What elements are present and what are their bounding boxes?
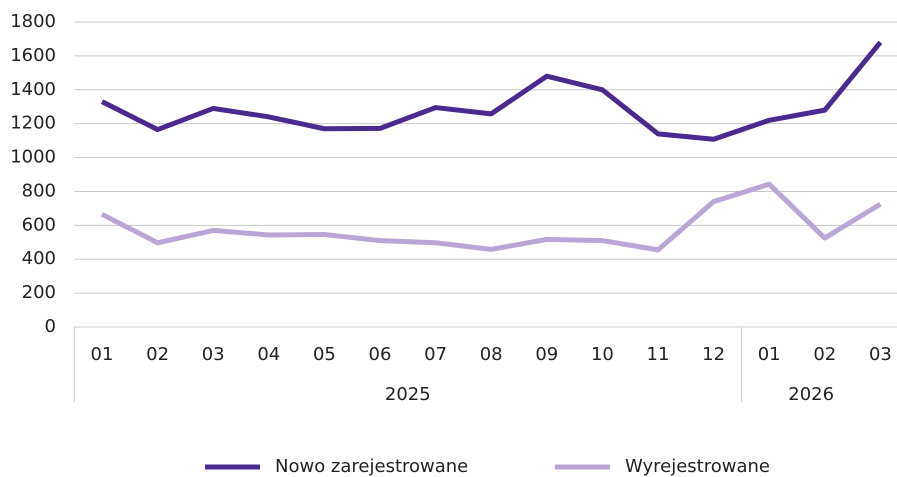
y-tick-label: 1600 [10,45,56,66]
x-tick-label: 10 [591,344,614,365]
x-tick-label: 07 [424,344,447,365]
x-tick-label: 05 [313,344,336,365]
y-tick-label: 1000 [10,147,56,168]
x-tick-label: 03 [202,344,225,365]
y-tick-label: 0 [45,316,56,337]
legend-label: Wyrejestrowane [625,456,770,477]
y-tick-label: 1400 [10,79,56,100]
y-tick-label: 600 [22,214,56,235]
x-tick-label: 06 [369,344,392,365]
y-tick-label: 1200 [10,113,56,134]
y-tick-label: 200 [22,282,56,303]
x-group-label: 2026 [788,384,834,405]
x-tick-label: 02 [146,344,169,365]
x-tick-label: 12 [702,344,725,365]
x-tick-label: 04 [257,344,280,365]
legend-label: Nowo zarejestrowane [275,456,468,477]
y-tick-label: 400 [22,248,56,269]
y-tick-label: 800 [22,180,56,201]
x-group-label: 2025 [385,384,431,405]
x-tick-label: 02 [813,344,836,365]
series-line [100,181,882,253]
x-tick-label: 08 [480,344,503,365]
x-tick-label: 11 [647,344,670,365]
x-tick-label: 03 [869,344,892,365]
x-tick-label: 01 [91,344,114,365]
y-tick-label: 1800 [10,11,56,32]
series-line [100,40,883,142]
x-tick-label: 09 [535,344,558,365]
x-tick-label: 01 [758,344,781,365]
